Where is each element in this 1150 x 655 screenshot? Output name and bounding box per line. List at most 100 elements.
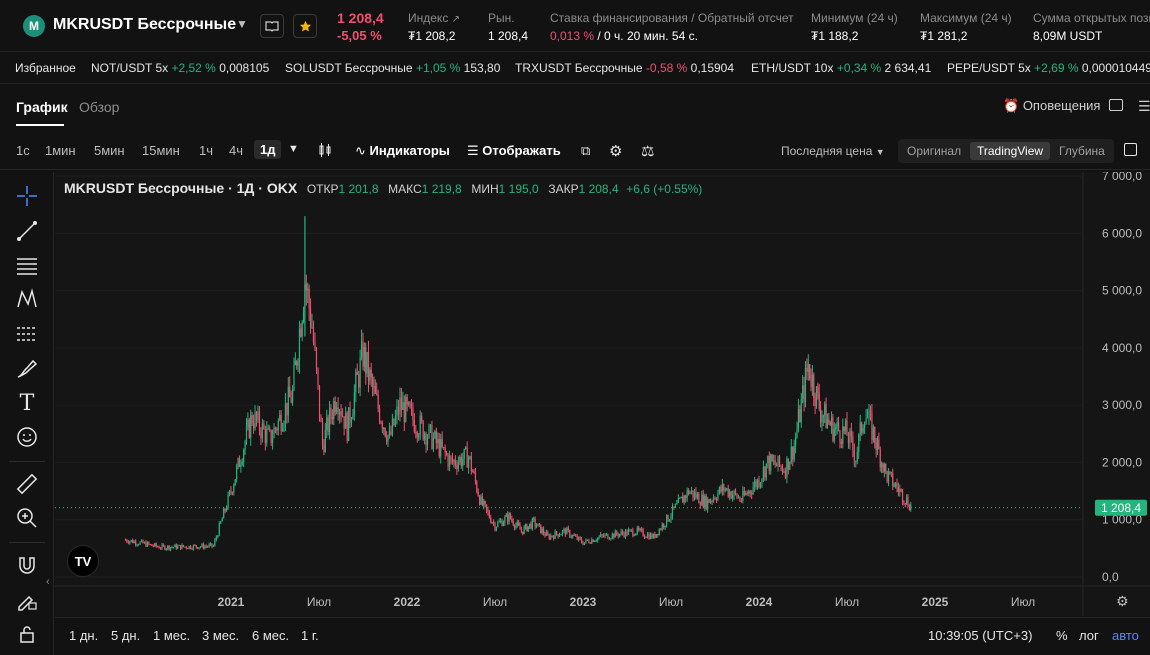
- candle-body: [704, 495, 706, 508]
- candle-body: [715, 499, 718, 501]
- prediction-icon[interactable]: [14, 321, 40, 347]
- view-tradingview[interactable]: TradingView: [970, 142, 1051, 160]
- book-icon[interactable]: [260, 14, 284, 38]
- candle-body: [312, 326, 315, 343]
- candle-body: [512, 520, 514, 526]
- settings-gear-icon[interactable]: ⚙: [1116, 593, 1129, 609]
- range-5d[interactable]: 5 дн.: [111, 628, 141, 643]
- candle-body: [309, 308, 312, 328]
- range-1d[interactable]: 1 дн.: [69, 628, 99, 643]
- range-6m[interactable]: 6 мес.: [252, 628, 290, 643]
- auto-toggle[interactable]: авто: [1112, 628, 1139, 643]
- x-tick-label: 2025: [922, 595, 949, 609]
- chevron-down-icon[interactable]: ▼: [236, 17, 248, 31]
- tab-chart[interactable]: График: [16, 99, 68, 115]
- candle-body: [507, 514, 509, 522]
- candle-body: [712, 497, 715, 502]
- collapse-chevron-icon[interactable]: ‹: [46, 576, 50, 588]
- candle-body: [876, 439, 879, 450]
- candle-body: [363, 347, 365, 367]
- tab-overview[interactable]: Обзор: [79, 99, 120, 115]
- range-1m[interactable]: 1 мес.: [153, 628, 191, 643]
- chart-canvas[interactable]: 7 000,0 6 000,0 5 000,0 4 000,0 3 000,0 2 000…: [55, 169, 1150, 616]
- candle-body: [727, 488, 729, 497]
- gear-icon[interactable]: ⚙: [609, 143, 623, 160]
- candle-body: [478, 496, 481, 505]
- candle-body: [287, 386, 289, 416]
- layout-icon[interactable]: ⧉: [581, 143, 591, 158]
- candle-body: [492, 522, 495, 524]
- candle-body: [660, 529, 662, 531]
- candle-body: [573, 534, 575, 536]
- zoom-in-icon[interactable]: [14, 505, 40, 531]
- candle-body: [412, 407, 414, 421]
- timeframe-1min[interactable]: 1мин: [45, 143, 76, 158]
- price-type-select[interactable]: Последняя цена ▼: [781, 144, 885, 158]
- candle-body: [284, 402, 287, 424]
- emoji-icon[interactable]: [14, 424, 40, 450]
- ruler-icon[interactable]: [14, 471, 40, 497]
- crosshair-icon[interactable]: [14, 183, 40, 209]
- price-chart[interactable]: 7 000,0 6 000,0 5 000,0 4 000,0 3 000,0 2 000…: [55, 169, 1150, 616]
- timeframe-15min[interactable]: 15мин: [142, 143, 180, 158]
- favorite-star-icon[interactable]: [293, 14, 317, 38]
- candle-body: [181, 544, 183, 550]
- pattern-icon[interactable]: [14, 286, 40, 312]
- fullscreen-icon[interactable]: [1124, 143, 1137, 156]
- range-3m[interactable]: 3 мес.: [202, 628, 240, 643]
- candle-body: [887, 472, 890, 482]
- lock-drawing-icon[interactable]: [14, 587, 40, 613]
- range-1y[interactable]: 1 г.: [301, 628, 319, 643]
- candle-body: [818, 392, 820, 409]
- fav-item-trx[interactable]: TRXUSDT Бессрочные -0,58 % 0,15904: [515, 61, 735, 75]
- candle-body: [296, 361, 298, 366]
- indicators-button[interactable]: ∿ Индикаторы: [355, 143, 450, 158]
- candle-body: [165, 548, 167, 550]
- candle-body: [642, 529, 644, 536]
- timeframe-5min[interactable]: 5мин: [94, 143, 125, 158]
- candle-body: [566, 528, 568, 535]
- candle-body: [415, 432, 417, 434]
- candle-body: [645, 537, 647, 539]
- fav-item-eth[interactable]: ETH/USDT 10x +0,34 % 2 634,41: [751, 61, 932, 75]
- candle-body: [761, 478, 763, 483]
- lock-icon[interactable]: [14, 621, 40, 647]
- candle-body: [641, 529, 643, 531]
- candle-body: [184, 546, 186, 548]
- timeframe-dropdown-chevron-icon[interactable]: ▼: [288, 143, 299, 155]
- layout-window-icon[interactable]: [1109, 99, 1123, 111]
- candle-body: [270, 429, 272, 444]
- timeframe-1d[interactable]: 1д: [254, 140, 282, 159]
- fav-item-pepe[interactable]: PEPE/USDT 5x +2,69 % 0,000010449: [947, 61, 1150, 75]
- timeframe-1s[interactable]: 1с: [16, 143, 30, 158]
- scale-icon[interactable]: ⚖: [641, 143, 655, 160]
- candle-body: [773, 460, 775, 462]
- trend-line-icon[interactable]: [14, 218, 40, 244]
- candle-body: [466, 447, 468, 468]
- brush-icon[interactable]: [14, 356, 40, 382]
- candle-body: [762, 467, 764, 479]
- clock-timezone[interactable]: 10:39:05 (UTC+3): [928, 628, 1033, 643]
- view-original[interactable]: Оригинал: [907, 144, 962, 158]
- candle-body: [696, 493, 698, 498]
- candlestick-type-icon[interactable]: [317, 142, 333, 161]
- display-button[interactable]: ☰ Отображать: [467, 143, 561, 158]
- timeframe-4h[interactable]: 4ч: [229, 143, 244, 158]
- fib-lines-icon[interactable]: [14, 253, 40, 279]
- pair-title[interactable]: MKRUSDT Бессрочные: [53, 16, 237, 33]
- percent-toggle[interactable]: %: [1056, 628, 1068, 643]
- text-tool-icon[interactable]: T: [19, 390, 35, 416]
- menu-icon[interactable]: ☰: [1138, 98, 1150, 114]
- magnet-icon[interactable]: [14, 552, 40, 578]
- view-depth[interactable]: Глубина: [1059, 144, 1105, 158]
- log-toggle[interactable]: лог: [1079, 628, 1099, 643]
- fav-item-not[interactable]: NOT/USDT 5x +2,52 % 0,008105: [91, 61, 270, 75]
- tradingview-logo-icon[interactable]: TV: [67, 545, 99, 577]
- candle-body: [746, 493, 748, 495]
- candle-body: [500, 520, 502, 522]
- candle-body: [900, 489, 902, 491]
- candle-body: [308, 288, 310, 309]
- timeframe-1h[interactable]: 1ч: [199, 143, 214, 158]
- alerts-button[interactable]: ⏰ Оповещения: [1003, 98, 1101, 113]
- fav-item-sol[interactable]: SOLUSDT Бессрочные +1,05 % 153,80: [285, 61, 501, 75]
